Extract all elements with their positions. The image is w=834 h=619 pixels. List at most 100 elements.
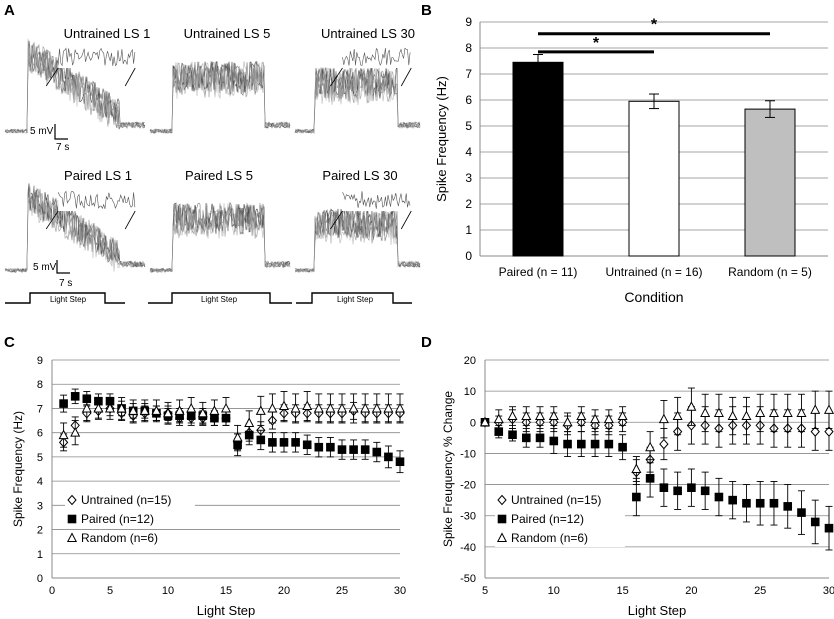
inset-connector (124, 210, 136, 230)
x-tick-label: 10 (548, 585, 560, 597)
legend-item: Paired (n=12) (65, 512, 195, 528)
point-square (714, 492, 724, 502)
point-triangle (139, 405, 150, 415)
point-triangle (603, 413, 614, 424)
point-square (337, 445, 347, 454)
point-square (494, 427, 504, 436)
y-tick-label: -20 (460, 480, 476, 492)
point-triangle (360, 402, 371, 413)
legend-bg (495, 512, 625, 528)
y-tick-label: 9 (465, 15, 472, 29)
panel-letter-d: D (421, 334, 432, 351)
y-tick-label: 5 (465, 119, 472, 133)
x-axis-title: Light Step (197, 603, 256, 618)
trace-line (149, 202, 291, 273)
point-triangle (755, 407, 766, 417)
point-triangle (174, 405, 185, 415)
scale-bar-top: 5 mV 7 s (30, 124, 69, 153)
point-square (590, 439, 600, 449)
point-triangle (617, 410, 628, 421)
trace-inset-bg (342, 44, 412, 68)
trace-inset-line (57, 190, 136, 210)
point-triangle (81, 402, 92, 413)
inset-connector (124, 67, 136, 87)
scale-s-top: 7 s (56, 142, 69, 153)
y-tick-label: 2 (37, 525, 43, 537)
point-square (256, 435, 266, 445)
point-square (659, 483, 669, 492)
point-triangle (727, 410, 738, 421)
point-triangle (371, 402, 382, 413)
x-tick-label: Random (n = 5) (728, 265, 812, 279)
panel-letter-c: C (4, 334, 15, 351)
trace-line (149, 202, 291, 273)
inset-connector (45, 67, 59, 87)
trace-label-untrained-ls5: Untrained LS 5 (184, 26, 271, 41)
legend-bg (65, 531, 195, 547)
voltage-traces (4, 38, 421, 274)
legend-bg (65, 493, 195, 509)
trace-line (149, 202, 291, 274)
x-tick-label: 30 (823, 585, 834, 597)
point-triangle (383, 402, 394, 413)
point-square (395, 457, 405, 467)
point-square (824, 523, 834, 533)
y-tick-label: 5 (37, 452, 43, 464)
trace-4 (4, 183, 146, 273)
trace-line (149, 62, 291, 135)
point-square (349, 445, 358, 454)
point-triangle (535, 410, 546, 421)
significance-star: * (593, 35, 600, 52)
point-triangle (548, 410, 559, 421)
trace-label-untrained-ls1: Untrained LS 1 (64, 26, 151, 41)
y-tick-label: 0 (470, 417, 476, 429)
point-triangle (562, 416, 573, 427)
y-tick-label: 3 (465, 171, 472, 185)
series-diamond (480, 406, 834, 486)
legend-item: Untrained (n=15) (495, 493, 625, 509)
x-tick-label: 20 (685, 585, 697, 597)
trace-line (294, 67, 421, 134)
point-square (618, 442, 627, 452)
point-square (769, 498, 779, 508)
point-square (521, 433, 531, 443)
y-tick-label: 1 (465, 223, 472, 237)
trace-3 (294, 44, 421, 134)
point-square (535, 433, 545, 443)
point-triangle (700, 407, 711, 417)
x-tick-label: 0 (49, 585, 55, 597)
point-square (783, 502, 793, 511)
point-square (797, 508, 806, 517)
trace-line (294, 208, 420, 273)
y-tick-label: 4 (465, 145, 472, 159)
point-triangle (128, 405, 139, 415)
light-step-label-3: Light Step (337, 295, 374, 304)
x-tick-label: 5 (482, 585, 488, 597)
y-tick-label: 9 (37, 355, 43, 367)
point-diamond (497, 494, 507, 506)
trace-line (149, 201, 291, 274)
point-triangle (66, 532, 78, 542)
x-tick-label: 30 (394, 585, 406, 597)
point-triangle (782, 407, 793, 417)
scale-bar-bottom: 5 mV 7 s (33, 260, 72, 289)
point-triangle (576, 410, 587, 421)
trace-6 (294, 187, 421, 273)
y-tick-label: 20 (464, 355, 476, 367)
series-square (59, 388, 405, 474)
legend-item: Untrained (n=15) (65, 493, 195, 509)
point-triangle (302, 400, 313, 411)
point-square (372, 447, 382, 457)
trace-inset-line (342, 191, 411, 209)
point-diamond (659, 438, 669, 450)
point-triangle (70, 427, 81, 437)
y-tick-label: -40 (460, 542, 476, 554)
point-triangle (151, 405, 162, 415)
trace-line (149, 61, 291, 134)
y-tick-label: 6 (465, 93, 472, 107)
point-triangle (496, 532, 508, 542)
x-tick-label: Untrained (n = 16) (605, 265, 702, 279)
trace-1 (4, 38, 146, 134)
trace-inset-line (342, 47, 411, 66)
